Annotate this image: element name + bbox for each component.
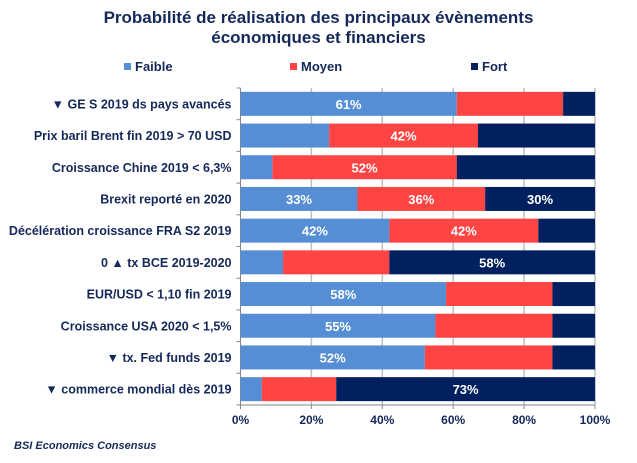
bar-segment-fort — [485, 186, 595, 211]
bar-segment-fort — [563, 91, 595, 116]
data-label: 42% — [391, 129, 417, 144]
data-label: 42% — [451, 224, 477, 239]
bar-segment-faible — [240, 282, 447, 307]
bar-segment-fort — [552, 282, 595, 307]
x-tick-label: 100% — [580, 413, 611, 427]
legend-swatch-moyen — [290, 63, 297, 70]
bar-segment-moyen — [456, 91, 564, 116]
category-label: ▼ commerce mondial dès 2019 — [45, 383, 231, 397]
legend-item-moyen: Moyen — [290, 59, 342, 74]
bar-segment-faible — [240, 313, 436, 338]
bar-segment-faible — [240, 250, 284, 275]
bar-segment-moyen — [389, 218, 539, 243]
bar-segment-fort — [456, 155, 595, 180]
legend-label-faible: Faible — [135, 59, 173, 74]
data-label: 58% — [330, 287, 356, 302]
bar-segment-faible — [240, 155, 273, 180]
bar-segment-fort — [552, 345, 595, 370]
category-label: Croissance USA 2020 < 1,5% — [61, 319, 232, 333]
chart-title: Probabilité de réalisation des principau… — [0, 8, 637, 48]
x-tick-label: 0% — [232, 413, 250, 427]
bar-segment-fort — [478, 123, 595, 148]
data-label: 73% — [453, 382, 479, 397]
category-label: ▼ tx. Fed funds 2019 — [107, 351, 232, 365]
bar-segment-moyen — [446, 282, 553, 307]
data-label: 42% — [302, 224, 328, 239]
category-label: EUR/USD < 1,10 fin 2019 — [87, 288, 232, 302]
bar-segment-faible — [240, 377, 262, 402]
legend: Faible Moyen Fort — [0, 59, 637, 75]
category-label: Décélération croissance FRA S2 2019 — [9, 224, 232, 238]
bar-segment-moyen — [329, 123, 479, 148]
bar-segment-moyen — [435, 313, 553, 338]
chart-title-line-1: Probabilité de réalisation des principau… — [103, 8, 534, 27]
x-tick-label: 20% — [299, 413, 323, 427]
chart-title-line-2: économiques et financiers — [211, 28, 426, 47]
legend-item-faible: Faible — [124, 59, 173, 74]
data-label: 61% — [336, 97, 362, 112]
source-note: BSI Economics Consensus — [14, 440, 157, 452]
bar-segment-moyen — [283, 250, 390, 275]
bar-segment-faible — [240, 345, 425, 370]
category-label: Prix baril Brent fin 2019 > 70 USD — [34, 129, 232, 143]
legend-item-fort: Fort — [471, 59, 507, 74]
legend-swatch-fort — [471, 63, 478, 70]
category-label: Brexit reporté en 2020 — [100, 192, 231, 206]
bar-segment-faible — [240, 123, 330, 148]
bar-segment-fort — [538, 218, 595, 243]
legend-label-moyen: Moyen — [301, 59, 343, 74]
bar-segment-moyen — [357, 186, 486, 211]
x-tick-label: 80% — [512, 413, 536, 427]
data-label: 55% — [325, 319, 351, 334]
data-label: 52% — [352, 160, 378, 175]
bar-segment-fort — [552, 313, 595, 338]
bar-segment-faible — [240, 91, 457, 116]
x-tick-label: 60% — [441, 413, 465, 427]
category-label: 0 ▲ tx BCE 2019-2020 — [101, 256, 232, 270]
data-label: 33% — [286, 192, 312, 207]
legend-label-fort: Fort — [482, 59, 508, 74]
bar-segment-faible — [240, 186, 358, 211]
data-label: 30% — [527, 192, 553, 207]
bar-segment-moyen — [261, 377, 337, 402]
legend-swatch-faible — [124, 63, 131, 70]
bar-segment-moyen — [424, 345, 553, 370]
bar-segment-moyen — [272, 155, 457, 180]
category-label: Croissance Chine 2019 < 6,3% — [52, 161, 232, 175]
bar-segment-fort — [389, 250, 595, 275]
bar-segment-faible — [240, 218, 390, 243]
data-label: 36% — [408, 192, 434, 207]
data-label: 58% — [479, 255, 505, 270]
bar-segment-fort — [336, 377, 595, 402]
category-label: ▼ GE S 2019 ds pays avancés — [52, 97, 232, 111]
data-label: 52% — [320, 350, 346, 365]
x-tick-label: 40% — [370, 413, 394, 427]
